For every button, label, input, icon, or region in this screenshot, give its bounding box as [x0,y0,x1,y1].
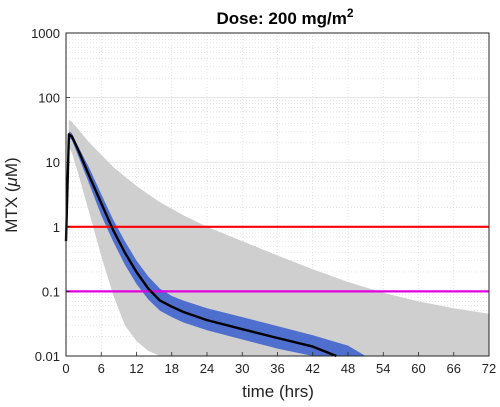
series-lines [64,133,337,358]
y-axis-label: MTX (μM) [2,157,21,232]
x-tick-label: 42 [306,361,320,376]
y-tick-label: 1000 [31,26,60,41]
y-axis-ticks: 0.01 0.1 1 10 100 1000 [31,26,70,364]
x-tick-label: 66 [447,361,461,376]
y-tick-label: 0.1 [42,284,60,299]
median-line [64,133,337,358]
x-tick-label: 12 [129,361,143,376]
y-tick-label: 10 [46,155,60,170]
y-tick-label: 100 [38,91,60,106]
x-tick-label: 48 [341,361,355,376]
x-tick-label: 18 [165,361,179,376]
x-tick-label: 36 [270,361,284,376]
x-tick-label: 0 [62,361,69,376]
x-axis-ticks: 0 6 12 18 24 30 36 42 48 54 60 66 72 [62,352,496,376]
y-tick-label: 1 [53,220,60,235]
x-tick-label: 72 [482,361,496,376]
chart-title: Dose: 200 mg/m2 [216,6,353,28]
x-tick-label: 30 [235,361,249,376]
y-tick-label: 0.01 [35,349,60,364]
x-axis-label: time (hrs) [242,382,314,401]
x-tick-label: 24 [200,361,214,376]
x-tick-label: 54 [376,361,390,376]
x-tick-label: 60 [411,361,425,376]
x-tick-label: 6 [98,361,105,376]
bands [66,120,489,356]
plot-area [64,32,490,358]
inner-band-area [66,131,366,356]
reference-lines [66,225,489,293]
